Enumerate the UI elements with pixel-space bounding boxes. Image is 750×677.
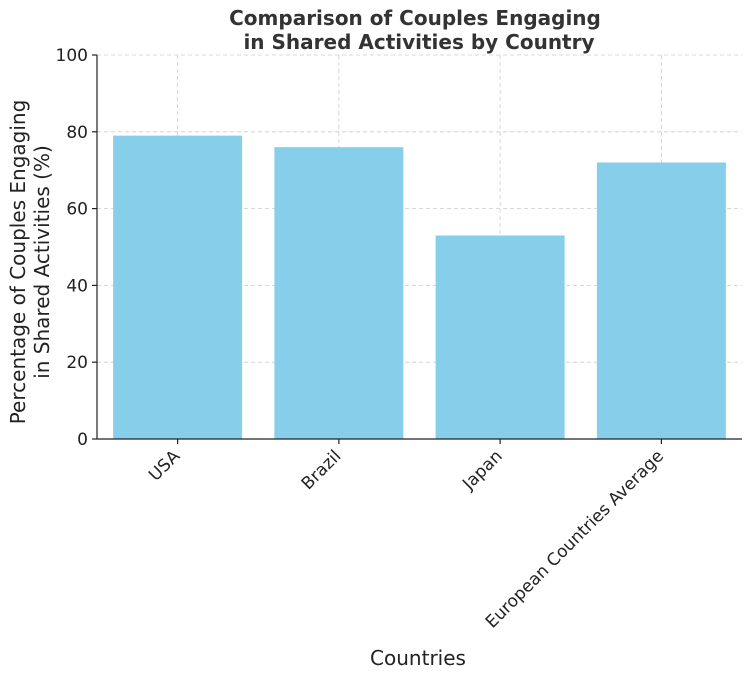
chart-title-line-2: in Shared Activities by Country [243,30,594,54]
chart-title-line-1: Comparison of Couples Engaging [229,6,601,30]
x-tick-label: USA [145,446,184,485]
y-tick-label: 0 [77,430,88,450]
y-axis-label-line-1: Percentage of Couples Engaging [6,100,30,425]
y-axis-label-line-2: in Shared Activities (%) [30,145,54,379]
y-tick-label: 60 [66,200,88,220]
x-tick-label: Japan [458,446,506,494]
y-tick-label: 20 [66,353,88,373]
x-tick-label: Brazil [298,446,346,494]
y-tick-label: 40 [66,276,88,296]
bar [274,147,404,439]
y-tick-label: 80 [66,123,88,143]
x-axis-label: Countries [370,646,466,670]
bars [113,135,726,439]
y-tick-label: 100 [56,46,88,66]
axes [96,55,742,440]
bar [596,162,726,439]
y-tick-labels: 0 20 40 60 80 100 [56,46,97,450]
bar [113,135,243,439]
bar [435,235,565,439]
x-tick-label: European Countries Average [482,446,668,632]
